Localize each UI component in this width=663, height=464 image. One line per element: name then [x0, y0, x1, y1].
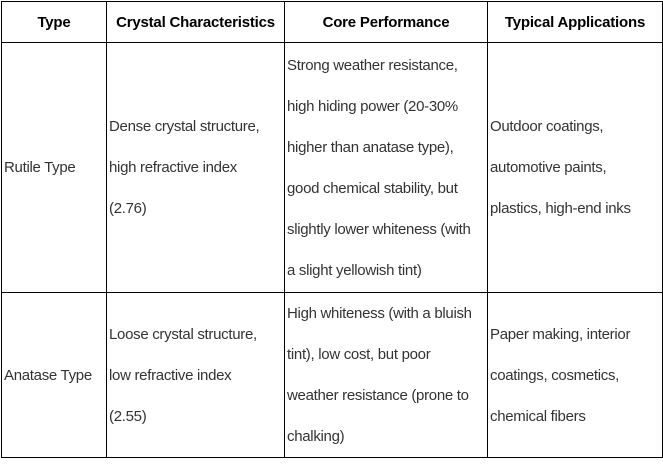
anatase-applications-cell: Paper making, interior coatings, cosmeti… [487, 292, 663, 458]
column-header-typical-applications: Typical Applications [487, 1, 663, 43]
rutile-performance-cell: Strong weather resistance, high hiding p… [284, 42, 488, 293]
table-row-rutile: Rutile Type Dense crystal structure, hig… [1, 42, 663, 293]
column-header-core-performance: Core Performance [284, 1, 488, 43]
table-row-anatase: Anatase Type Loose crystal structure, lo… [1, 292, 663, 458]
anatase-type-cell: Anatase Type [1, 292, 107, 458]
rutile-applications-cell: Outdoor coatings, automotive paints, pla… [487, 42, 663, 293]
column-header-type: Type [1, 1, 107, 43]
anatase-performance-cell: High whiteness (with a bluish tint), low… [284, 292, 488, 458]
rutile-crystal-cell: Dense crystal structure, high refractive… [106, 42, 285, 293]
table-header-row: Type Crystal Characteristics Core Perfor… [1, 1, 663, 43]
anatase-crystal-cell: Loose crystal structure, low refractive … [106, 292, 285, 458]
column-header-crystal-characteristics: Crystal Characteristics [106, 1, 285, 43]
rutile-type-cell: Rutile Type [1, 42, 107, 293]
